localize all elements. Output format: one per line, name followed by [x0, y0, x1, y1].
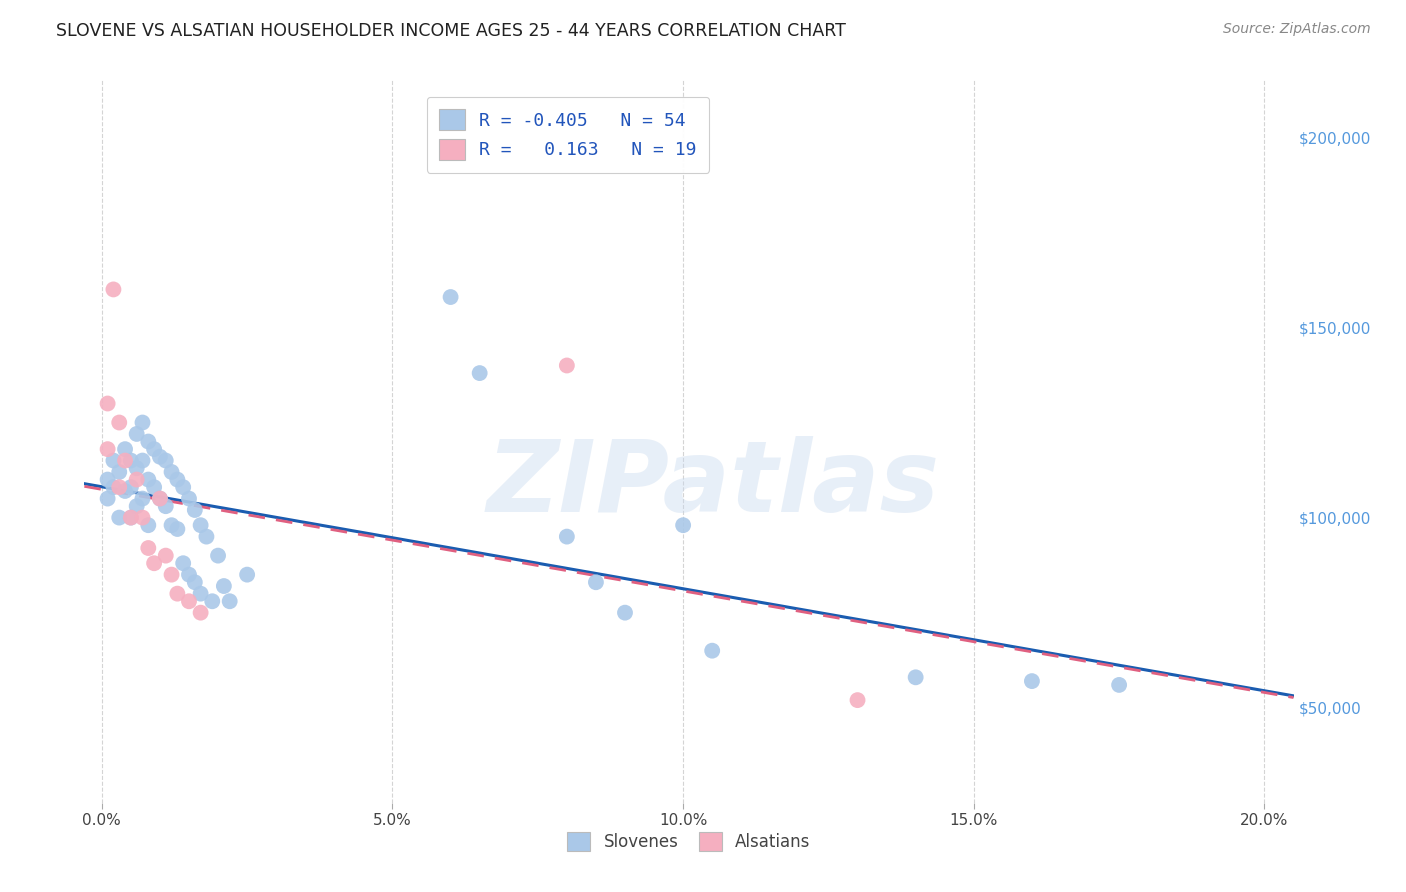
Point: [149, 491, 172, 506]
Text: Source: ZipAtlas.com: Source: ZipAtlas.com: [1223, 22, 1371, 37]
Point: [97, 491, 120, 506]
Point: [218, 594, 240, 608]
Point: [143, 480, 166, 494]
Point: [149, 450, 172, 464]
Point: [166, 473, 188, 487]
Point: [1021, 674, 1043, 689]
Point: [131, 453, 153, 467]
Point: [160, 518, 183, 533]
Point: [125, 461, 148, 475]
Point: [1108, 678, 1130, 692]
Point: [103, 480, 125, 494]
Point: [190, 518, 212, 533]
Point: [155, 499, 177, 513]
Point: [201, 594, 224, 608]
Point: [555, 359, 578, 373]
Point: [177, 594, 200, 608]
Point: [160, 465, 183, 479]
Point: [125, 426, 148, 441]
Point: [585, 575, 607, 590]
Point: [114, 442, 136, 457]
Point: [136, 518, 159, 533]
Text: SLOVENE VS ALSATIAN HOUSEHOLDER INCOME AGES 25 - 44 YEARS CORRELATION CHART: SLOVENE VS ALSATIAN HOUSEHOLDER INCOME A…: [56, 22, 846, 40]
Point: [97, 396, 120, 410]
Point: [166, 522, 188, 536]
Point: [108, 510, 131, 524]
Point: [614, 606, 637, 620]
Point: [136, 541, 159, 555]
Point: [131, 416, 153, 430]
Point: [136, 473, 159, 487]
Point: [155, 453, 177, 467]
Point: [236, 567, 259, 582]
Point: [97, 442, 120, 457]
Point: [125, 473, 148, 487]
Point: [195, 530, 218, 544]
Point: [120, 453, 142, 467]
Point: [103, 282, 125, 296]
Point: [177, 491, 200, 506]
Point: [468, 366, 491, 380]
Point: [103, 453, 125, 467]
Legend: Slovenes, Alsatians: Slovenes, Alsatians: [558, 823, 820, 860]
Point: [114, 453, 136, 467]
Point: [177, 567, 200, 582]
Point: [160, 567, 183, 582]
Point: [155, 549, 177, 563]
Point: [108, 480, 131, 494]
Point: [143, 556, 166, 570]
Point: [184, 575, 207, 590]
Point: [114, 483, 136, 498]
Point: [702, 643, 724, 657]
Point: [212, 579, 235, 593]
Point: [125, 499, 148, 513]
Point: [172, 480, 194, 494]
Point: [108, 416, 131, 430]
Point: [120, 510, 142, 524]
Point: [190, 587, 212, 601]
Point: [149, 491, 172, 506]
Point: [120, 480, 142, 494]
Point: [108, 465, 131, 479]
Point: [184, 503, 207, 517]
Point: [166, 587, 188, 601]
Point: [672, 518, 695, 533]
Point: [207, 549, 229, 563]
Point: [904, 670, 927, 684]
Point: [143, 442, 166, 457]
Point: [846, 693, 869, 707]
Point: [131, 491, 153, 506]
Point: [97, 473, 120, 487]
Point: [136, 434, 159, 449]
Point: [555, 530, 578, 544]
Point: [172, 556, 194, 570]
Point: [439, 290, 461, 304]
Point: [120, 510, 142, 524]
Point: [190, 606, 212, 620]
Text: ZIPatlas: ZIPatlas: [486, 436, 939, 533]
Point: [131, 510, 153, 524]
